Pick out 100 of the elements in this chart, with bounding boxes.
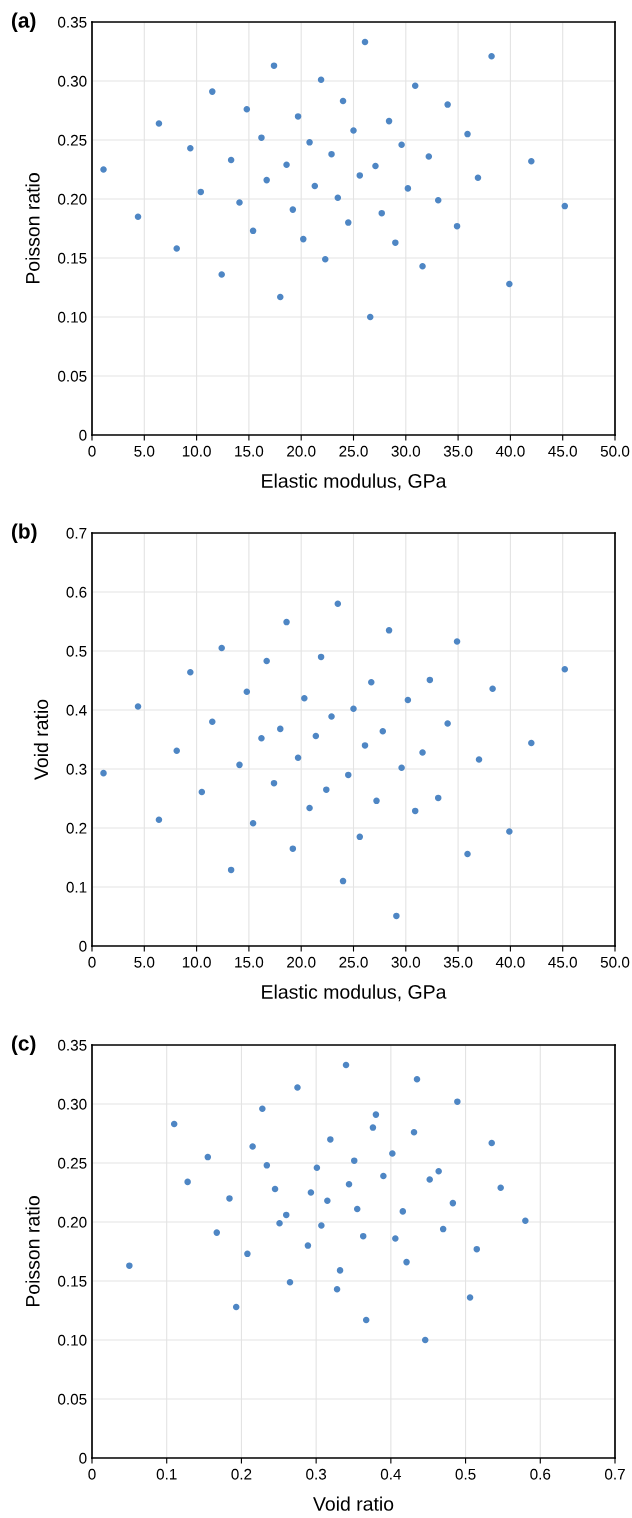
point xyxy=(475,756,483,763)
point xyxy=(258,735,265,742)
point xyxy=(506,280,513,288)
point xyxy=(373,797,380,805)
y-tick-label: 0.7 xyxy=(66,527,87,539)
point xyxy=(187,145,194,152)
point xyxy=(372,1111,380,1118)
point xyxy=(155,120,163,127)
point xyxy=(350,1157,358,1164)
point xyxy=(294,1084,301,1091)
point xyxy=(345,771,352,779)
y-axis-title: Poisson ratio xyxy=(25,173,40,284)
point xyxy=(528,157,535,165)
point xyxy=(392,1235,399,1242)
point xyxy=(404,185,412,192)
point xyxy=(399,1208,407,1215)
point xyxy=(474,174,482,182)
point xyxy=(311,182,319,190)
point xyxy=(389,1150,396,1157)
point xyxy=(226,1195,233,1202)
point xyxy=(249,1143,256,1150)
point xyxy=(345,1180,353,1188)
y-tick-label: 0.35 xyxy=(58,1039,87,1051)
point xyxy=(528,739,535,747)
point xyxy=(243,688,251,695)
point xyxy=(561,666,569,673)
point xyxy=(449,1199,457,1207)
point xyxy=(362,1316,370,1324)
point xyxy=(187,668,194,676)
point xyxy=(398,141,405,148)
point xyxy=(244,1250,251,1258)
point xyxy=(426,1176,433,1183)
point xyxy=(294,113,302,120)
point xyxy=(283,1211,290,1219)
point xyxy=(561,202,569,210)
point xyxy=(488,52,495,60)
point xyxy=(434,196,442,204)
x-tick-label: 0 xyxy=(88,445,96,457)
x-tick-label: 0.2 xyxy=(231,1468,252,1480)
point xyxy=(155,816,163,823)
y-tick-label: 0.15 xyxy=(58,252,87,264)
point xyxy=(126,1262,133,1269)
point xyxy=(289,845,297,852)
point xyxy=(411,82,419,89)
point xyxy=(301,694,308,702)
chart-title: (b) xyxy=(11,523,37,543)
y-tick-label: 0 xyxy=(79,1452,87,1464)
point xyxy=(318,1222,325,1229)
chart-title: (c) xyxy=(11,1035,36,1055)
y-tick-label: 0.30 xyxy=(58,1098,87,1110)
point xyxy=(453,638,461,645)
y-tick-label: 0.05 xyxy=(58,1393,87,1405)
point xyxy=(361,38,369,46)
point xyxy=(328,150,335,158)
point xyxy=(419,263,426,270)
point xyxy=(328,713,335,720)
point xyxy=(218,644,225,652)
x-tick-label: 40.0 xyxy=(495,445,525,457)
x-tick-label: 0.4 xyxy=(380,1468,402,1480)
y-tick-label: 0 xyxy=(79,940,87,952)
point xyxy=(327,1136,334,1143)
x-tick-label: 50.0 xyxy=(600,445,630,457)
point xyxy=(213,1229,221,1236)
y-tick-label: 0.6 xyxy=(66,586,87,598)
point xyxy=(334,194,342,202)
y-tick-label: 0.20 xyxy=(58,1216,87,1228)
x-tick-label: 20.0 xyxy=(287,445,316,457)
y-tick-label: 0.5 xyxy=(66,645,87,657)
point xyxy=(473,1245,481,1253)
point xyxy=(361,742,369,749)
point xyxy=(263,1162,271,1169)
point xyxy=(339,97,347,105)
x-tick-label: 0.7 xyxy=(604,1468,625,1480)
point xyxy=(243,106,251,113)
y-tick-label: 0.4 xyxy=(66,704,87,716)
point xyxy=(421,1336,429,1344)
point xyxy=(392,239,399,246)
point xyxy=(410,1129,418,1136)
y-tick-label: 0.25 xyxy=(58,134,87,146)
point xyxy=(258,134,265,141)
x-tick-label: 35.0 xyxy=(443,956,473,968)
point xyxy=(497,1184,504,1192)
point xyxy=(249,227,257,235)
point xyxy=(173,245,180,252)
point xyxy=(411,807,419,815)
point xyxy=(286,1278,294,1286)
point xyxy=(204,1153,212,1161)
point xyxy=(289,206,297,213)
point xyxy=(466,1294,474,1301)
x-tick-label: 10.0 xyxy=(182,956,211,968)
point xyxy=(322,255,329,263)
point xyxy=(339,877,347,885)
point xyxy=(372,162,379,170)
y-tick-label: 0.30 xyxy=(58,75,87,87)
point xyxy=(134,703,142,710)
y-tick-label: 0 xyxy=(79,429,87,441)
point xyxy=(197,188,205,196)
point xyxy=(398,764,405,772)
point xyxy=(263,657,270,665)
x-axis-title: Void ratio xyxy=(313,1496,394,1511)
